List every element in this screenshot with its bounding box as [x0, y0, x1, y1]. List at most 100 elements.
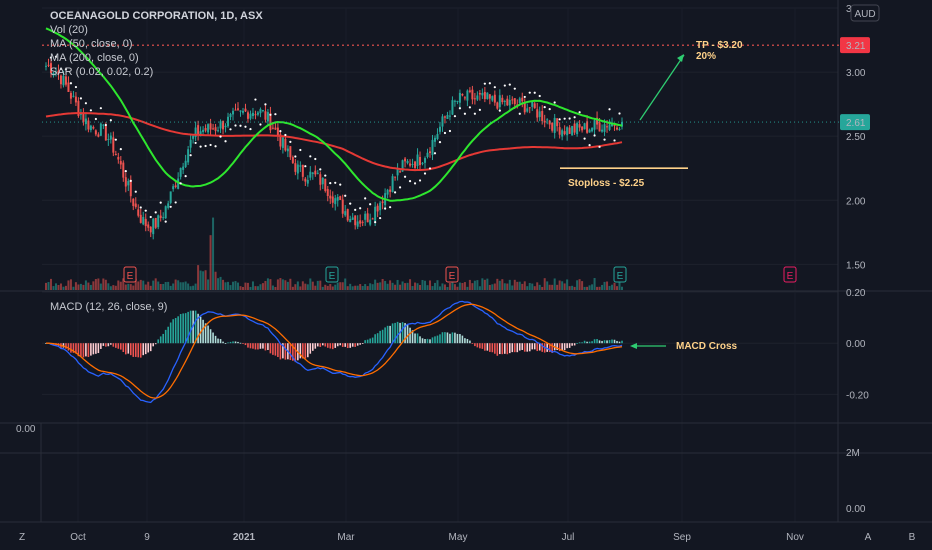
macd-hist-bar — [431, 337, 434, 344]
volume-bar — [453, 284, 456, 290]
volume-bar — [371, 284, 374, 290]
x-tick: Nov — [786, 532, 804, 543]
volume-bar — [192, 285, 195, 290]
volume-bar — [438, 286, 441, 290]
sar-dot — [159, 201, 162, 204]
legend-vol[interactable]: Vol (20) — [50, 24, 88, 36]
legend-sar[interactable]: SAR (0.02, 0.02, 0.2) — [50, 66, 154, 78]
macd-hist-bar — [513, 343, 516, 353]
volume-bar — [99, 283, 102, 290]
volume-bar — [124, 284, 127, 290]
macd-hist-bar — [591, 341, 593, 344]
volume-bar — [189, 286, 192, 290]
sar-dot — [244, 125, 247, 128]
macd-hist-bar — [294, 343, 297, 363]
volume-bar — [97, 278, 100, 290]
sar-dot — [59, 67, 63, 70]
volume-bar — [321, 286, 324, 290]
candle-body — [79, 113, 82, 115]
volume-bar — [356, 285, 359, 290]
macd-hist-bar — [274, 343, 277, 356]
signal-line — [46, 303, 623, 399]
candle-body — [404, 158, 407, 162]
macd-hist-bar — [366, 339, 369, 344]
candle-body — [601, 129, 604, 132]
macd-tick: 0.00 — [846, 339, 866, 350]
volume-bar — [513, 279, 516, 290]
candle-body — [192, 135, 195, 139]
volume-bar — [232, 281, 235, 290]
sar-dot — [279, 130, 282, 133]
macd-hist-bar — [588, 341, 591, 344]
volume-bar — [369, 283, 372, 290]
candle-body — [244, 108, 247, 112]
sar-dot — [329, 182, 332, 185]
volume-bar — [603, 281, 606, 290]
candle-body — [259, 109, 262, 114]
macd-hist-bar — [456, 333, 459, 344]
macd-hist-bar — [172, 319, 174, 344]
volume-bar — [229, 285, 232, 290]
sar-dot — [573, 116, 576, 119]
candle-body — [142, 216, 145, 225]
candle-body — [421, 162, 424, 164]
candle-body — [496, 102, 499, 109]
volume-bar — [241, 286, 244, 290]
candle-body — [144, 218, 147, 227]
macd-hist-bar — [354, 343, 356, 347]
macd-hist-bar — [67, 343, 70, 351]
sar-dot — [478, 108, 481, 111]
sar-dot — [89, 109, 92, 112]
macd-hist-bar — [396, 321, 399, 344]
volume-bar — [463, 282, 466, 290]
candle-body — [209, 123, 212, 130]
legend-ma50[interactable]: MA (50, close, 0) — [50, 38, 133, 50]
volume-bar — [237, 282, 239, 290]
macd-hist-bar — [454, 332, 456, 344]
candle-body — [426, 152, 429, 157]
sar-dot — [154, 211, 157, 214]
volume-bar — [331, 286, 334, 290]
volume-bar — [49, 278, 52, 290]
sar-dot — [249, 127, 252, 131]
sar-dot — [119, 148, 122, 151]
volume-bar — [316, 280, 319, 290]
macd-hist-bar — [446, 332, 449, 344]
macd-legend[interactable]: MACD (12, 26, close, 9) — [50, 301, 168, 313]
volume-bar — [523, 281, 526, 290]
volume-bar — [411, 286, 414, 290]
macd-hist-bar — [212, 332, 214, 344]
candle-body — [112, 137, 115, 153]
candle-body — [82, 112, 85, 122]
candle-body — [241, 110, 244, 113]
macd-hist-bar — [518, 343, 521, 351]
macd-hist-bar — [531, 343, 534, 350]
sar-dot — [349, 202, 352, 205]
sar-dot — [518, 112, 521, 115]
candle-body — [214, 127, 217, 131]
macd-hist-bar — [302, 343, 304, 359]
sar-dot — [418, 179, 422, 182]
sar-dot — [299, 148, 302, 152]
volume-bar — [571, 285, 574, 290]
candle-body — [379, 202, 382, 211]
macd-hist-bar — [127, 343, 130, 354]
sar-dot — [488, 82, 491, 85]
macd-hist-bar — [105, 343, 107, 347]
legend-ma200[interactable]: MA (200, close, 0) — [50, 52, 139, 64]
candle-body — [581, 126, 584, 131]
candle-body — [573, 123, 576, 133]
macd-hist-bar — [202, 319, 204, 344]
candle-body — [281, 137, 284, 148]
earnings-badge-letter: E — [127, 271, 134, 282]
macd-hist-bar — [434, 336, 436, 344]
candle-body — [546, 119, 549, 121]
candle-body — [167, 203, 170, 208]
volume-bar — [593, 278, 596, 290]
macd-hist-bar — [504, 343, 506, 354]
candle-body — [117, 156, 120, 160]
macd-hist-bar — [134, 343, 137, 357]
volume-bar — [187, 283, 190, 290]
